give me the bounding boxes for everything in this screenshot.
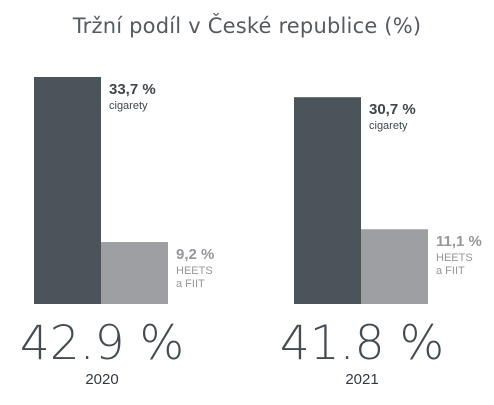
value-label-2021-1: 11,1 % xyxy=(436,233,482,250)
series-label-2020-0-0: cigarety xyxy=(109,100,148,112)
value-label-2020-1: 9,2 % xyxy=(176,246,214,263)
bar-2020-heets-fiit xyxy=(101,242,168,304)
value-label-2020-0: 33,7 % xyxy=(109,81,156,98)
series-label-2020-1-0: HEETS xyxy=(176,265,213,277)
value-label-2021-0: 30,7 % xyxy=(369,101,416,118)
bar-2020-cigarety xyxy=(34,77,101,304)
series-label-2021-1-1: a FIIT xyxy=(436,265,465,277)
year-2020: 2020 xyxy=(85,371,119,388)
bar-2021-heets-fiit xyxy=(361,229,428,304)
year-2021: 2021 xyxy=(345,371,379,388)
bar-2021-cigarety xyxy=(294,97,361,304)
total-2020: 42.9 % xyxy=(19,316,185,371)
series-label-2021-1-0: HEETS xyxy=(436,252,473,264)
series-label-2020-1-1: a FIIT xyxy=(176,278,205,290)
series-label-2021-0-0: cigarety xyxy=(369,120,408,132)
chart-title: Tržní podíl v České republice (%) xyxy=(72,14,422,38)
total-2021: 41.8 % xyxy=(279,316,445,371)
